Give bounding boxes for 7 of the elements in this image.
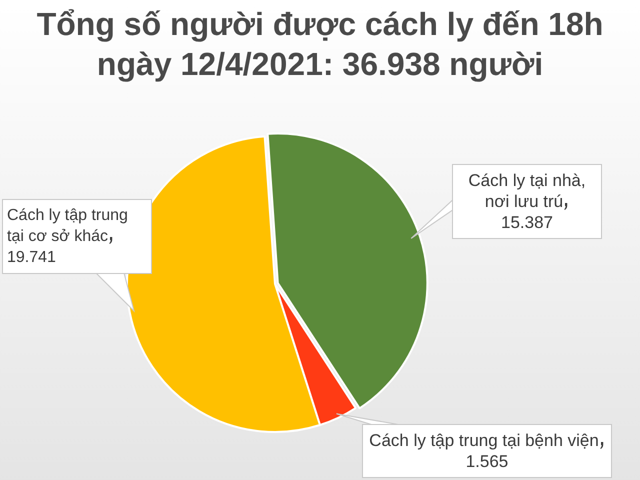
data-label: 1.565 bbox=[464, 451, 510, 472]
slice-label: Cách ly tại nhà, nơi lưu trú bbox=[468, 171, 586, 211]
slice-label: Cách ly tập trung tại cơ sở khác bbox=[7, 207, 128, 245]
slice-label: Cách ly tập trung tại bệnh viện bbox=[369, 431, 599, 450]
data-label: 19.741 bbox=[7, 248, 57, 268]
data-label: 15.387 bbox=[500, 212, 554, 233]
chart-title: Tổng số người được cách ly đến 18h ngày 12/4/2021: 36.938 người bbox=[36, 5, 604, 84]
